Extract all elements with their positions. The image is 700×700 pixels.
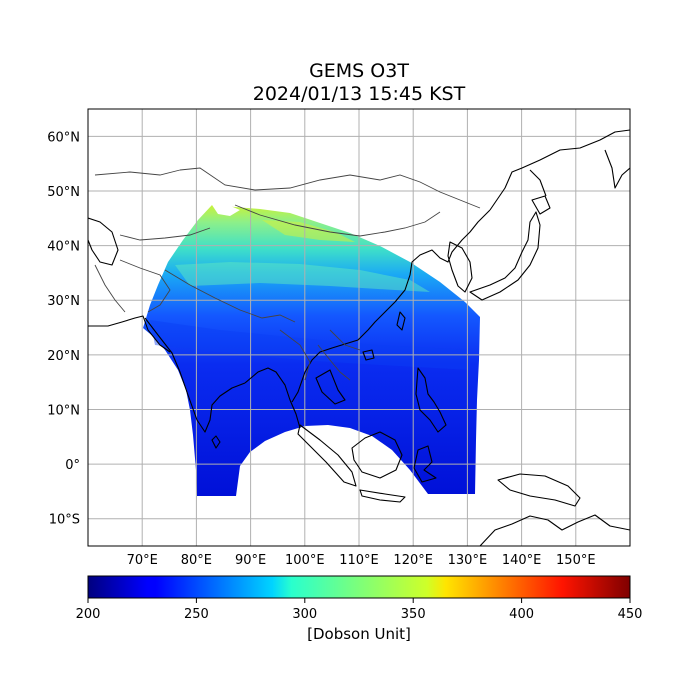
colorbar-tick-label: 250: [184, 607, 209, 622]
lat-tick-label: 0°: [65, 458, 80, 473]
lon-tick-label: 140°E: [502, 553, 542, 568]
lon-tick-label: 130°E: [448, 553, 488, 568]
lat-tick-label: 60°N: [47, 130, 80, 145]
lat-tick-label: 20°N: [47, 349, 80, 364]
country-borders: [94, 167, 481, 381]
map-subtitle: 2024/01/13 15:45 KST: [252, 83, 466, 105]
data-gap: [212, 204, 240, 216]
lat-tick-label: 10°N: [47, 403, 80, 418]
colorbar-tick-label: 450: [618, 607, 643, 622]
lat-tick-label: 10°S: [49, 513, 80, 528]
lon-tick-label: 120°E: [393, 553, 433, 568]
lat-tick-label: 30°N: [47, 294, 80, 309]
colorbar-tick-label: 350: [401, 607, 426, 622]
lon-tick-label: 110°E: [339, 553, 379, 568]
lon-tick-label: 80°E: [181, 553, 212, 568]
lat-tick-label: 50°N: [47, 185, 80, 200]
lat-tick-label: 40°N: [47, 240, 80, 255]
axis-ticks: 70°E 80°E 90°E 100°E 110°E 120°E 130°E 140°E 150…: [47, 130, 595, 568]
colorbar-label: [Dobson Unit]: [307, 625, 411, 643]
colorbar-ticks: 200 250 300 350 400 450: [76, 598, 643, 622]
colorbar-tick-label: 400: [509, 607, 534, 622]
colorbar: [87, 575, 631, 599]
lon-tick-label: 150°E: [556, 553, 596, 568]
colorbar-tick-label: 300: [292, 607, 317, 622]
ozone-band: [175, 262, 430, 292]
ozone-band: [262, 220, 355, 242]
lon-tick-label: 90°E: [235, 553, 266, 568]
map-title: GEMS O3T: [309, 60, 409, 82]
lon-tick-label: 70°E: [127, 553, 158, 568]
lon-tick-label: 100°E: [285, 553, 325, 568]
map-frame: [87, 108, 631, 547]
coastlines: [88, 129, 630, 546]
colorbar-tick-label: 200: [76, 607, 101, 622]
gridlines: [88, 109, 630, 546]
ozone-band: [150, 320, 470, 370]
